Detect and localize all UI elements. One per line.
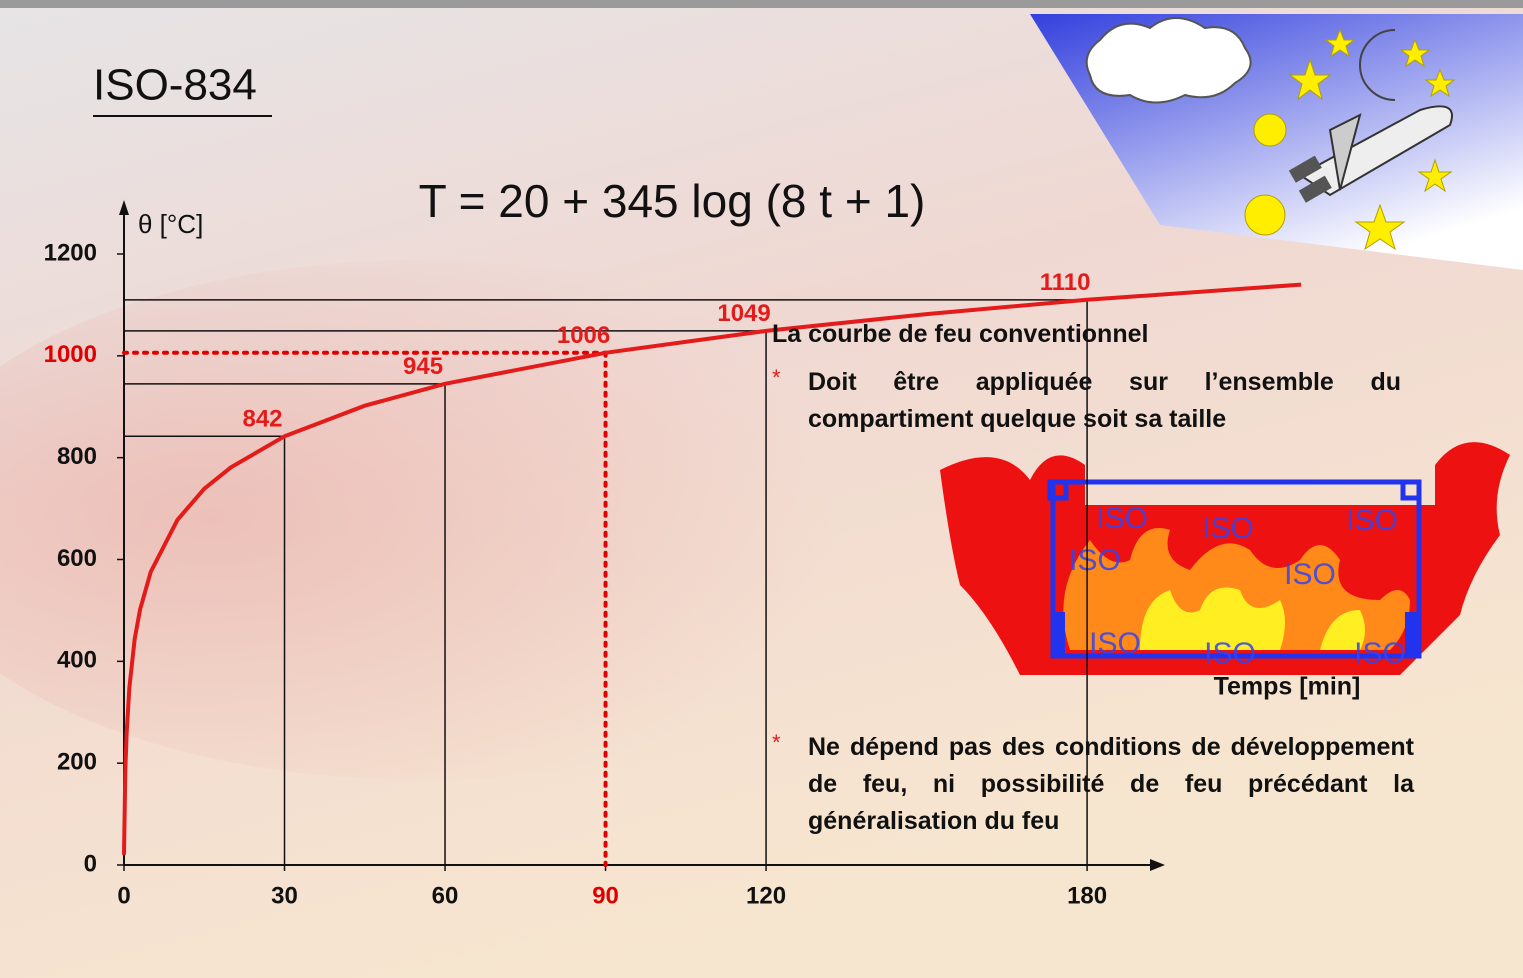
illustration-label: ISO [1096,502,1148,535]
x-tick-label: 60 [432,882,459,909]
formula: T = 20 + 345 log (8 t + 1) [419,175,926,227]
y-tick-label: 200 [57,749,97,776]
x-tick-label: 30 [271,882,298,909]
data-label: 842 [242,406,282,433]
y-tick-label: 600 [57,545,97,572]
bullet-marker: * [772,730,781,756]
illustration-label: ISO [1069,544,1121,577]
notes-heading: La courbe de feu conventionnel [772,316,1148,353]
x-tick-label: 0 [117,882,130,909]
illustration-label: ISO [1354,637,1406,670]
bullet-marker: * [772,365,781,391]
y-tick-label: 1200 [44,239,97,266]
y-tick-label: 800 [57,443,97,470]
data-label: 945 [403,353,443,380]
illustration-label: ISO [1346,504,1398,537]
data-label: 1006 [557,322,610,349]
slide: ISO-834 T = 20 + 345 log (8 t + 1) θ [°C… [0,0,1523,978]
x-tick-label: 120 [746,882,786,909]
illustration-label: ISO [1202,512,1254,545]
y-tick-label: 1000 [44,341,97,368]
illustration-label: ISO [1089,627,1141,660]
data-label: 1049 [717,300,770,327]
illustration-label: ISO [1284,558,1336,591]
title: ISO-834 [93,61,257,110]
x-axis-label: Temps [min] [1214,673,1361,701]
y-axis-label: θ [°C] [138,209,203,239]
illustration-label: ISO [1204,637,1256,670]
data-label: 1110 [1040,269,1091,296]
y-tick-label: 0 [84,850,97,877]
top-border [0,0,1523,8]
cloud [1087,18,1251,103]
bullet-text: Doit être appliquée sur l’ensemble du co… [808,364,1401,438]
x-tick-label: 90 [592,882,619,909]
y-tick-label: 400 [57,647,97,674]
bullet-text: Ne dépend pas des conditions de développ… [808,729,1414,840]
x-tick-label: 180 [1067,882,1107,909]
